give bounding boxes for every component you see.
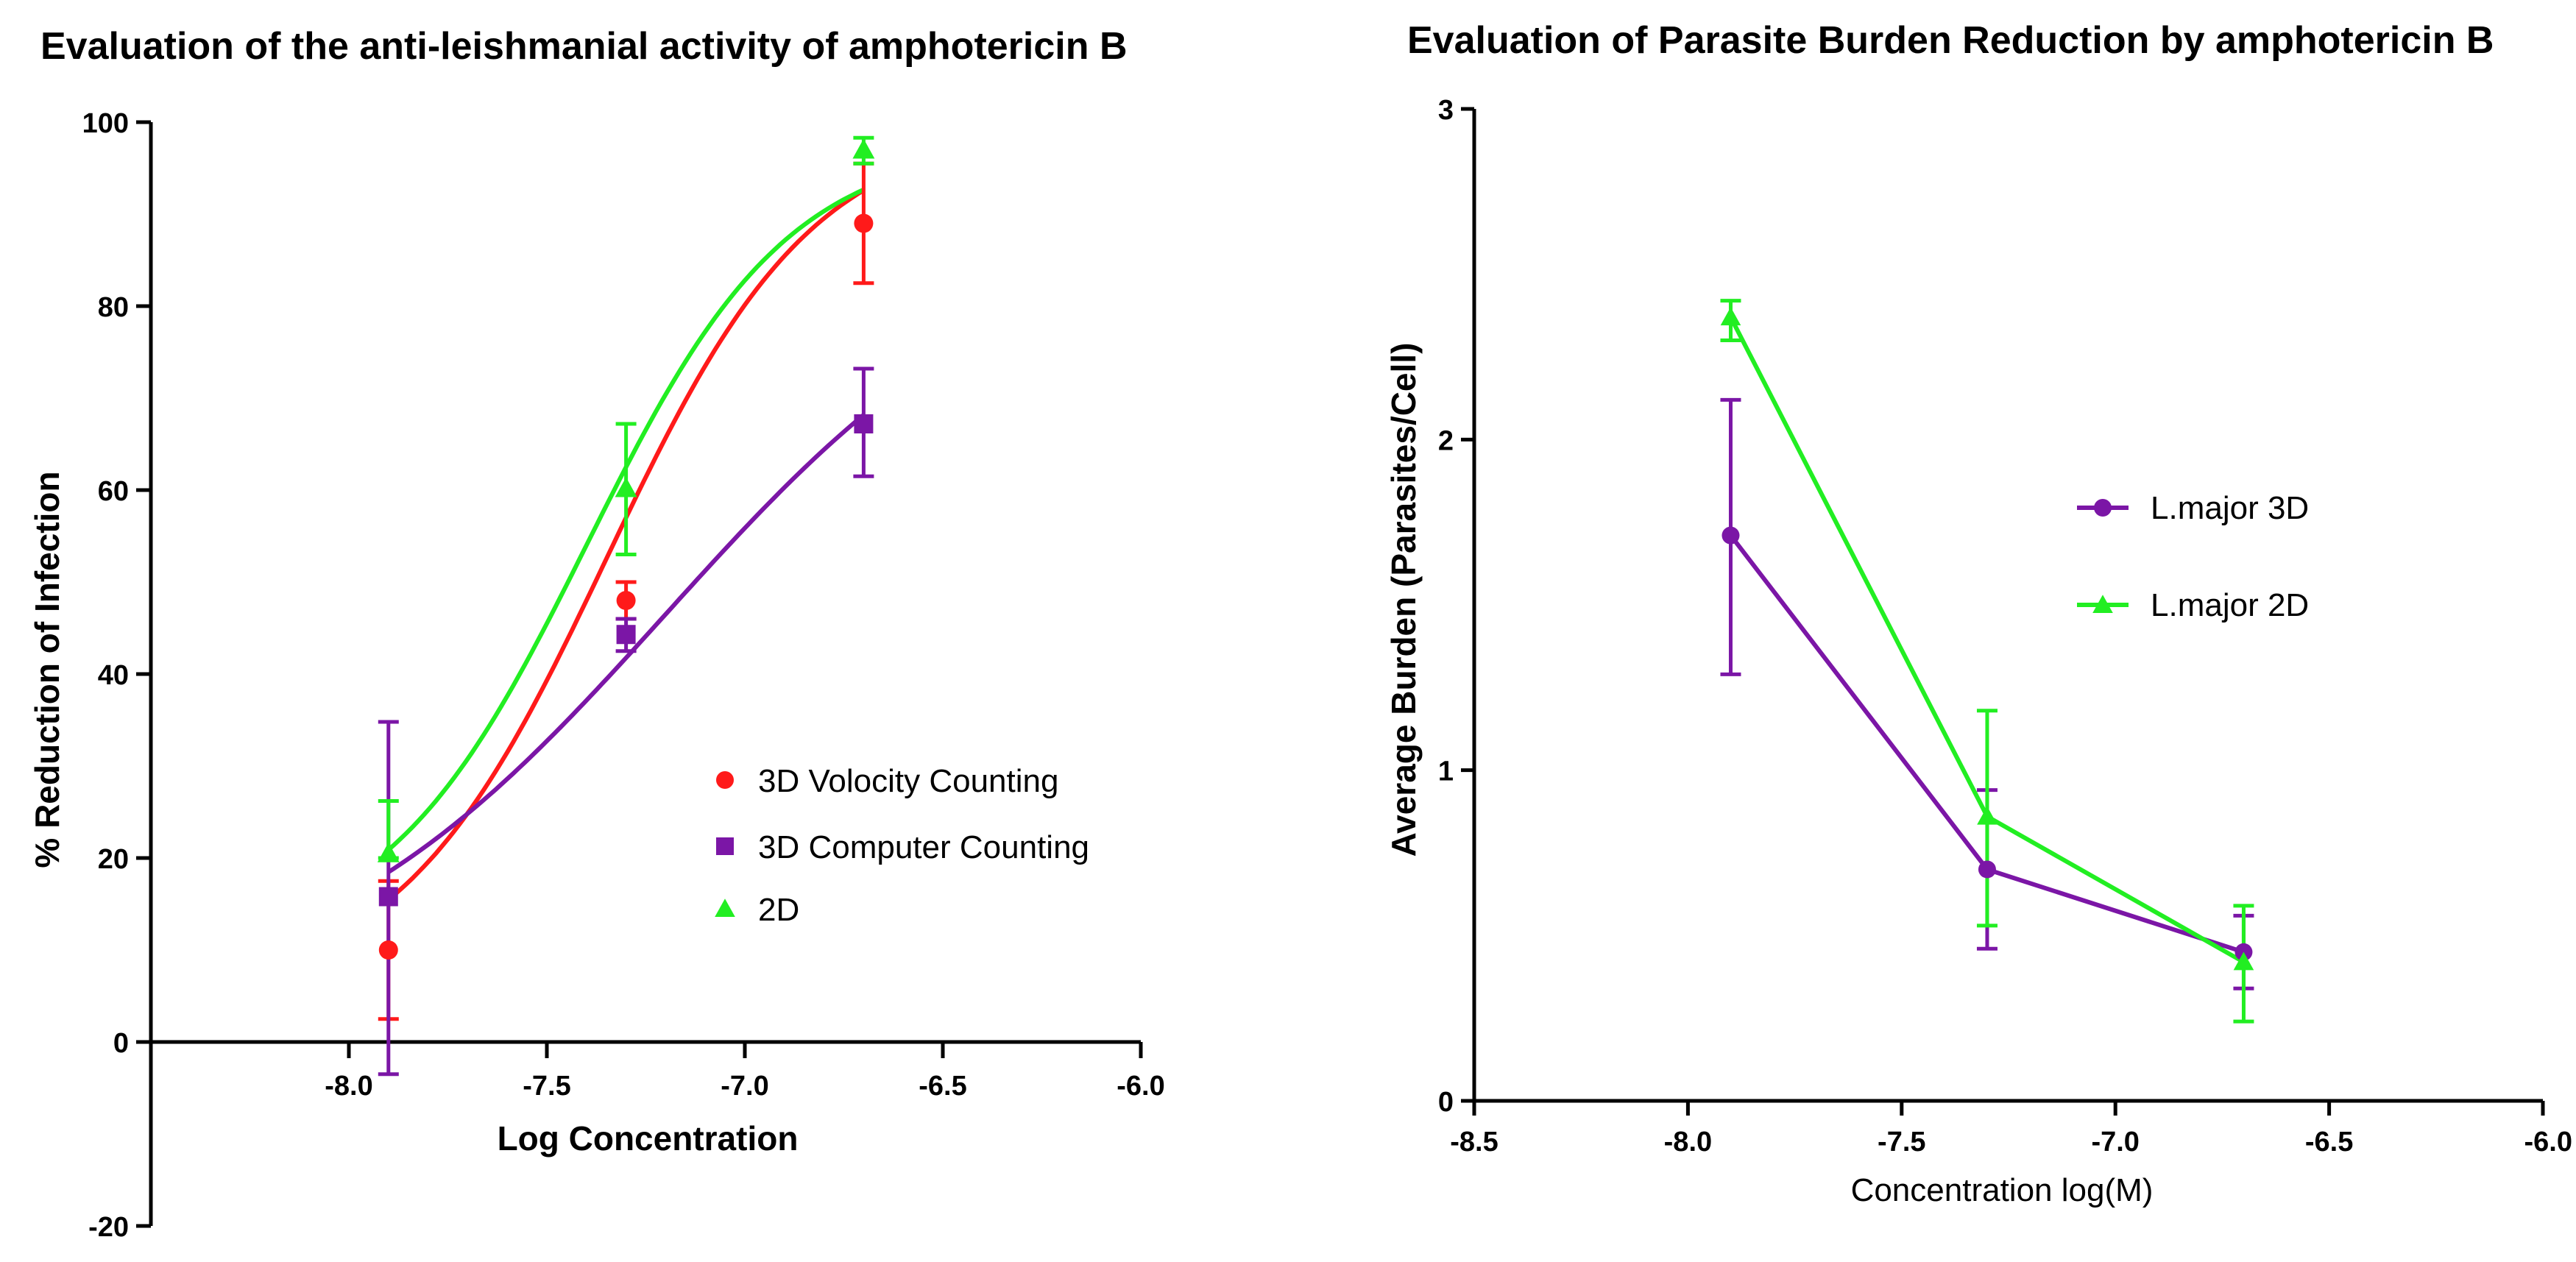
chart1-fit-curve-1 (387, 413, 866, 874)
chart1-data-point-0-1 (616, 591, 636, 610)
chart2-y-tick-label: 2 (1438, 425, 1454, 456)
chart2-title: Evaluation of Parasite Burden Reduction … (1407, 19, 2494, 62)
chart1-legend-label-1: 3D Computer Counting (758, 829, 1089, 865)
chart1-x-tick-label: -7.5 (523, 1071, 570, 1102)
chart2-x-tick-label: -8.5 (1450, 1127, 1498, 1158)
chart1-x-tick-label: -6.0 (1117, 1071, 1164, 1102)
chart1-x-axis-label: Log Concentration (498, 1119, 799, 1158)
chart2-x-tick-label: -6.5 (2305, 1127, 2353, 1158)
chart2-data-point-1-2 (2233, 951, 2254, 971)
chart2-legend-label-1: L.major 2D (2151, 587, 2309, 623)
chart1-data-point-1-2 (854, 414, 874, 433)
chart1-data-point-1-1 (616, 625, 636, 645)
chart1-data-point-2-1 (615, 477, 637, 497)
chart2-x-tick-label: -7.0 (2091, 1127, 2139, 1158)
chart2-legend-marker-1 (2092, 595, 2113, 614)
chart2-data-point-1-0 (1720, 307, 1741, 326)
chart1-y-tick-label: 0 (113, 1028, 129, 1059)
chart1-data-point-2-0 (377, 842, 400, 862)
chart2-data-point-0-0 (1722, 526, 1740, 545)
chart2-legend: L.major 3D L.major 2D (2077, 490, 2309, 623)
chart2-y-tick-label: 3 (1438, 95, 1454, 126)
chart2-x-axis-label: Concentration log(M) (1851, 1172, 2154, 1208)
chart-parasite-burden-reduction: Evaluation of Parasite Burden Reduction … (1384, 19, 2572, 1208)
chart1-x-tick-label: -6.5 (919, 1071, 966, 1102)
chart2-legend-marker-0 (2094, 499, 2112, 517)
chart1-y-axis-label: % Reduction of Infection (28, 471, 66, 868)
chart1-y-tick-label: -20 (88, 1212, 129, 1243)
chart2-data-point-0-1 (1978, 860, 1996, 879)
chart1-title: Evaluation of the anti-leishmanial activ… (40, 25, 1128, 68)
chart1-data-point-0-2 (854, 213, 874, 233)
chart1-legend-label-2: 2D (758, 892, 799, 928)
chart1-y-tick-label: 60 (98, 476, 129, 507)
chart1-legend: 3D Volocity Counting 3D Computer Counting… (715, 763, 1089, 928)
chart1-y-tick-label: 20 (98, 844, 129, 875)
chart1-y-tick-label: 80 (98, 292, 129, 323)
chart2-x-tick-label: -8.0 (1664, 1127, 1712, 1158)
chart2-x-tick-label: -6.0 (2524, 1127, 2572, 1158)
chart2-legend-label-0: L.major 3D (2151, 490, 2309, 526)
chart2-x-tick-label: -7.5 (1878, 1127, 1925, 1158)
chart-anti-leishmanial-activity: Evaluation of the anti-leishmanial activ… (28, 25, 1165, 1243)
chart1-legend-label-0: 3D Volocity Counting (758, 763, 1058, 799)
chart1-data-point-1-0 (378, 887, 398, 907)
chart2-y-tick-label: 1 (1438, 756, 1454, 787)
chart1-legend-marker-0 (716, 771, 734, 789)
chart2-y-axis-label: Average Burden (Parasites/Cell) (1384, 343, 1423, 857)
chart2-data-point-1-1 (1977, 806, 1998, 825)
chart1-x-tick-label: -7.0 (721, 1071, 768, 1102)
chart2-y-tick-label: 0 (1438, 1087, 1454, 1118)
chart1-legend-marker-2 (715, 898, 735, 918)
chart1-y-tick-label: 100 (82, 108, 129, 139)
chart1-data-point-0-0 (378, 940, 398, 960)
chart1-data-point-2-2 (852, 138, 875, 159)
chart1-y-tick-label: 40 (98, 660, 129, 691)
chart1-x-tick-label: -8.0 (325, 1071, 372, 1102)
chart1-legend-marker-1 (716, 837, 734, 855)
